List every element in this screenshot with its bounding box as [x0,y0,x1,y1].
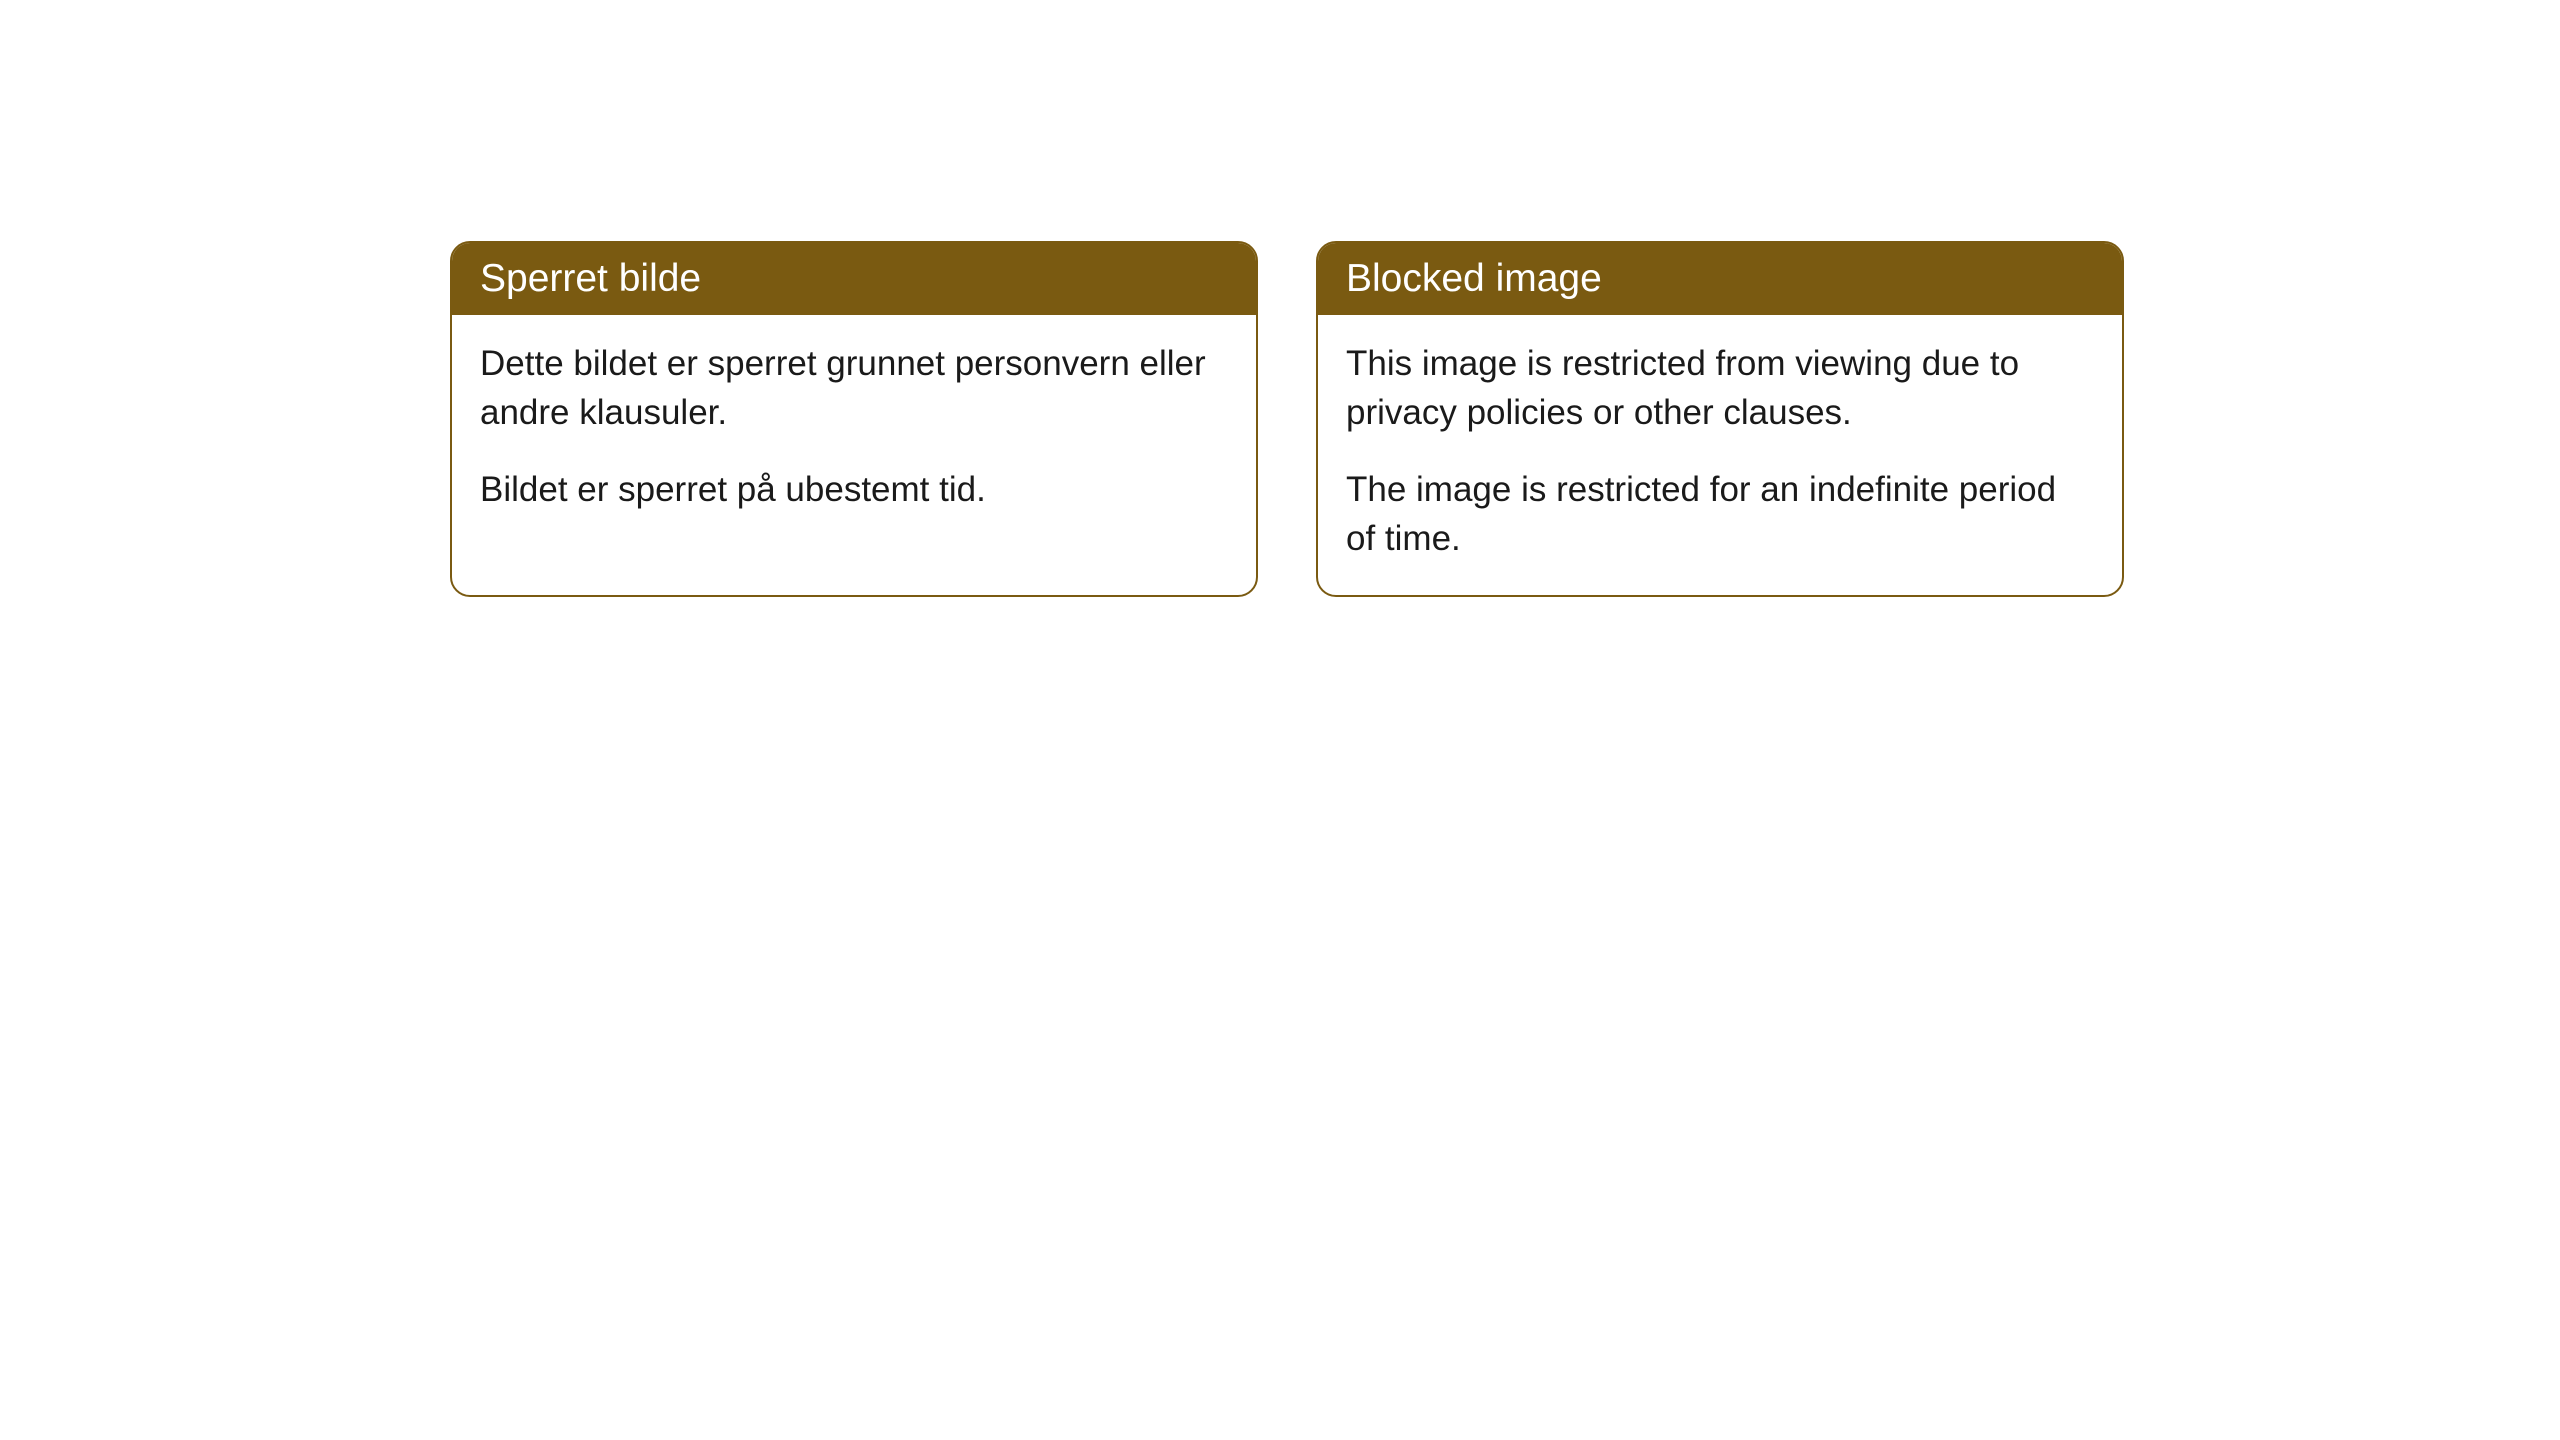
card-paragraph2-english: The image is restricted for an indefinit… [1346,465,2094,563]
blocked-image-card-english: Blocked image This image is restricted f… [1316,241,2124,597]
card-paragraph2-norwegian: Bildet er sperret på ubestemt tid. [480,465,1228,514]
card-body-english: This image is restricted from viewing du… [1318,315,2122,595]
card-header-english: Blocked image [1318,243,2122,315]
card-paragraph1-english: This image is restricted from viewing du… [1346,339,2094,437]
card-title-english: Blocked image [1346,257,1602,300]
blocked-image-card-norwegian: Sperret bilde Dette bildet er sperret gr… [450,241,1258,597]
card-paragraph1-norwegian: Dette bildet er sperret grunnet personve… [480,339,1228,437]
card-header-norwegian: Sperret bilde [452,243,1256,315]
notice-cards-container: Sperret bilde Dette bildet er sperret gr… [450,241,2124,597]
card-title-norwegian: Sperret bilde [480,257,701,300]
card-body-norwegian: Dette bildet er sperret grunnet personve… [452,315,1256,546]
